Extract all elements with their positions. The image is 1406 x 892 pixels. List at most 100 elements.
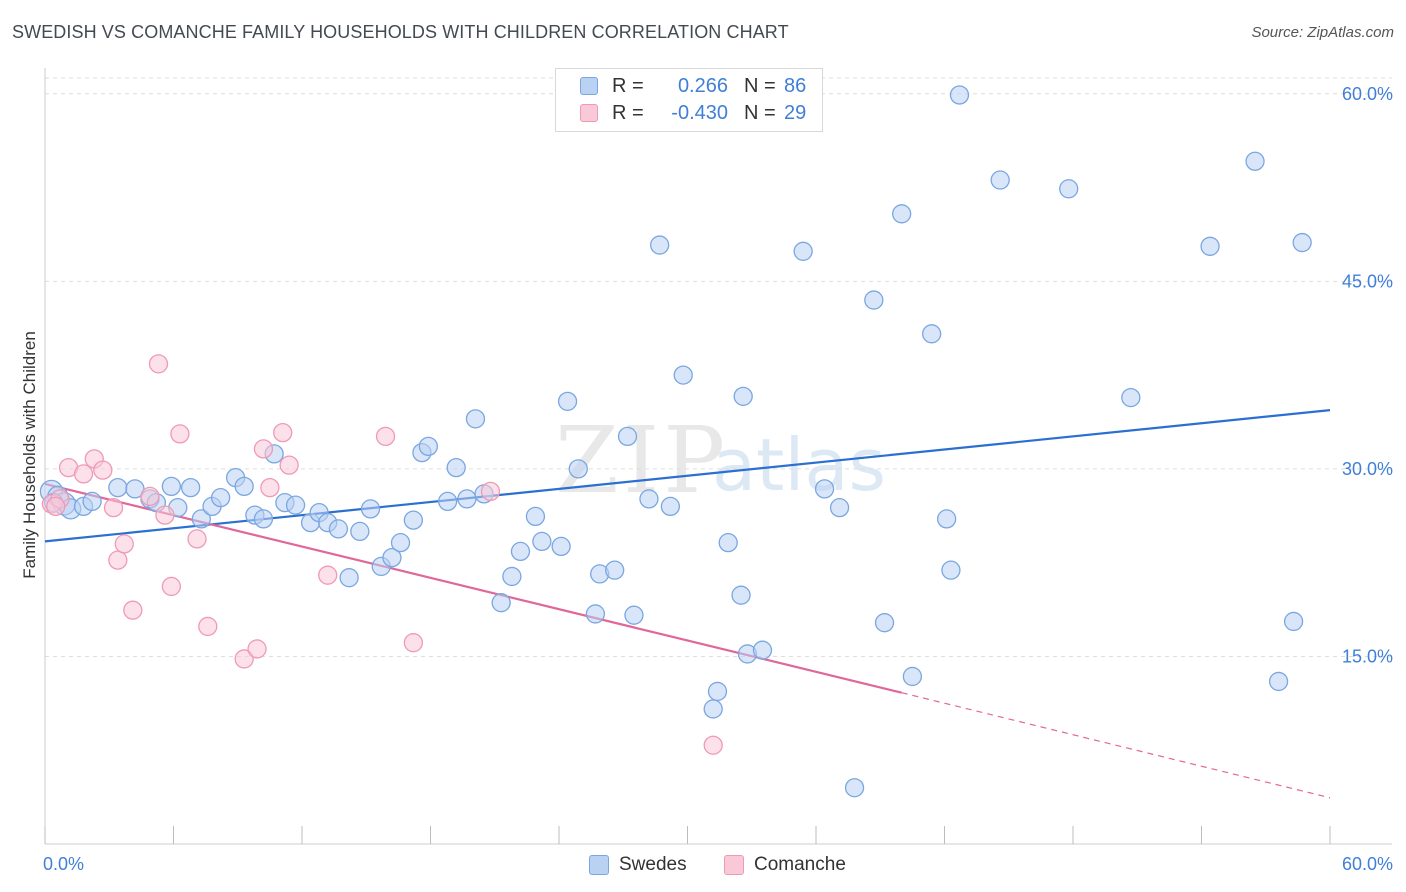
legend-item-comanche[interactable]: Comanche [724,852,846,878]
legend-row-comanche: R = -0.430 N = 29 [580,100,806,126]
swedes-point [339,568,359,588]
comanche-point [403,633,424,653]
swedes-point [510,541,531,562]
comanche-legend-label: Comanche [754,854,846,875]
swedes-point [752,640,773,660]
r-label: R = [612,101,644,124]
swedes-point [703,699,723,719]
chart-title: SWEDISH VS COMANCHE FAMILY HOUSEHOLDS WI… [12,22,789,42]
swedes-point [1268,671,1289,692]
swedes-point [585,604,606,624]
swedes-point [617,426,638,447]
swedes-point [525,506,546,527]
swedes-point [350,521,370,542]
swedes-point [605,560,625,580]
swedes-point [82,491,102,512]
axes [44,68,1392,845]
swedes-point [491,593,511,613]
y-tick-label: 45.0% [1342,271,1393,291]
swedes-point [941,560,961,580]
swedes-point [660,496,681,517]
source-label: Source: ZipAtlas.com [1251,24,1394,41]
swedes-point [793,241,813,261]
x-tick-label: 60.0% [1342,854,1393,874]
swedes-point [1200,236,1220,256]
comanche-point [123,600,143,620]
swedes-point [234,476,254,497]
swedes-swatch [580,77,598,95]
comanche-point [260,477,280,498]
r-value: 0.266 [677,74,728,97]
gridlines [45,77,1392,657]
comanche-point [480,481,501,502]
comanche-point [273,422,293,443]
swedes-legend-swatch [589,855,609,875]
swedes-point [360,499,381,519]
comanche-point [703,735,723,755]
swedes-point [382,548,402,568]
y-tick-label: 30.0% [1342,459,1393,479]
tick-labels: 15.0% 30.0% 45.0% 60.0% 0.0% 60.0% [43,84,1393,874]
swedes-point [1283,611,1304,632]
swedes-point [532,531,552,552]
comanche-point [187,529,207,549]
swedes-point [650,235,670,255]
x-tick-label: 0.0% [43,854,84,874]
swedes-point [1292,232,1312,253]
comanche-point [253,439,274,459]
swedes-point [457,489,477,509]
swedes-point [718,533,738,553]
swedes-point [551,536,571,557]
comanche-trend-extension [901,692,1331,799]
swedes-point [403,510,424,530]
comanche-point [318,565,338,585]
comanche-point [161,576,182,597]
swedes-point [673,365,693,385]
comanche-point [114,534,134,554]
data-points [39,85,1312,798]
n-label: N = [744,101,776,124]
swedes-point [864,290,884,310]
swedes-point [210,487,231,508]
swedes-point [829,497,850,518]
y-tick-label: 60.0% [1342,84,1393,104]
swedes-point [1059,179,1079,199]
comanche-point [46,496,66,517]
swedes-point [922,324,942,344]
swedes-point [328,519,349,539]
swedes-point [180,477,201,498]
swedes-point [285,495,306,515]
swedes-point [191,509,211,529]
swedes-point [446,457,466,478]
legend-row-swedes: R = 0.266 N = 86 [580,73,806,99]
legend-item-swedes[interactable]: Swedes [589,852,687,878]
swedes-point [1121,387,1141,408]
swedes-point [437,491,458,512]
swedes-point [108,477,128,498]
swedes-point [1245,151,1265,171]
swedes-point [502,566,522,587]
swedes-point [557,391,578,412]
comanche-swatch [580,104,598,122]
swedes-point [733,386,753,407]
swedes-point [707,681,728,702]
swedes-point [844,778,865,798]
swedes-point [253,509,274,529]
swedes-point [892,204,912,224]
swedes-point [161,476,182,497]
swedes-point [949,85,970,105]
comanche-point [375,426,396,447]
comanche-point [279,455,299,475]
swedes-point [624,605,644,625]
swedes-point [639,489,659,509]
comanche-point [140,486,160,507]
comanche-legend-swatch [724,855,744,875]
swedes-point [902,666,923,687]
correlation-legend: R = 0.266 N = 86 R = -0.430 N = 29 [555,68,823,132]
swedes-point [731,585,751,605]
comanche-point [73,464,94,484]
swedes-legend-label: Swedes [619,854,687,875]
comanche-point [247,639,267,659]
n-label: N = [744,74,776,97]
